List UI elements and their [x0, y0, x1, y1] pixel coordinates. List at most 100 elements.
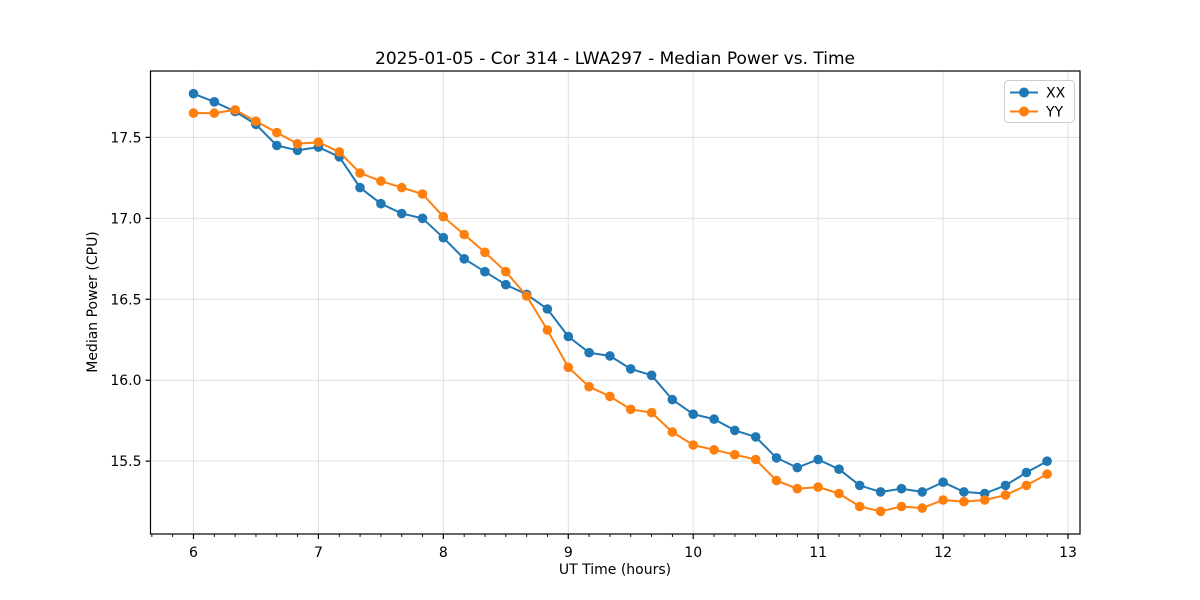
x-tick-label: 10 [684, 545, 702, 561]
series-xx-marker [854, 480, 865, 491]
series-xx-marker [417, 213, 428, 224]
series-yy-marker [521, 291, 532, 301]
gridlines [150, 71, 1080, 534]
series-xx-marker [667, 394, 678, 405]
series-xx-marker [396, 208, 407, 219]
x-tick-label: 6 [189, 545, 198, 561]
series-yy-marker [1042, 469, 1052, 479]
series-yy-marker [875, 506, 886, 517]
series-yy-marker [230, 105, 240, 115]
series-yy-marker [896, 501, 907, 512]
series-xx-marker [959, 487, 969, 497]
legend-marker-xx [1019, 87, 1029, 98]
series-yy-marker [605, 391, 615, 402]
series-xx-marker [709, 414, 719, 424]
series-yy-marker [501, 266, 511, 277]
series-xx-marker [272, 140, 282, 151]
series-xx-marker [834, 464, 844, 475]
series-yy-marker [396, 182, 407, 193]
series-yy-marker [688, 440, 698, 450]
series-yy-marker [625, 404, 636, 415]
legend-label-xx: XX [1046, 86, 1066, 102]
series-yy-marker [813, 482, 823, 492]
series-xx-marker [646, 370, 657, 381]
series-yy-marker [584, 381, 594, 392]
series-yy-marker [938, 495, 948, 505]
series-xx-marker [438, 232, 449, 243]
y-tick-label: 16.5 [110, 292, 141, 308]
series-yy-marker [459, 229, 470, 240]
series-xx-marker [584, 347, 594, 358]
series-xx-marker [625, 364, 636, 374]
chart-title: 2025-01-05 - Cor 314 - LWA297 - Median P… [375, 49, 855, 69]
x-tick-label: 12 [934, 545, 952, 561]
tick-labels: 6 7 8 9 10 11 12 13 15.5 16.0 16.5 17.0 17.5 [110, 130, 1077, 561]
y-tick-label: 15.5 [110, 454, 141, 470]
series-yy-marker [292, 139, 303, 149]
series-xx-marker [1021, 467, 1032, 478]
y-axis-label: Median Power (CPU) [85, 231, 101, 373]
series-xx-marker [750, 432, 761, 442]
series-xx-marker [355, 182, 365, 193]
x-tick-label: 13 [1059, 545, 1077, 561]
series-xx-marker [188, 88, 199, 99]
series-xx-line [193, 92, 1048, 495]
y-tick-label: 17.0 [110, 211, 141, 227]
series-xx-marker [813, 454, 823, 465]
series-yy-marker [854, 501, 865, 512]
series-xx-marker [542, 304, 553, 314]
series-xx-marker [480, 266, 490, 277]
series-yy-marker [355, 168, 365, 178]
legend-marker-yy [1019, 106, 1029, 117]
series-xx-marker [209, 97, 220, 107]
series-yy-marker [480, 247, 490, 258]
x-axis-label: UT Time (hours) [559, 562, 671, 578]
series-xx-marker [938, 477, 948, 488]
series-yy-line [193, 108, 1048, 513]
series-xx-marker [563, 331, 574, 342]
y-tick-label: 17.5 [110, 130, 141, 146]
series-xx-marker [771, 453, 782, 463]
series-yy-marker [750, 454, 761, 465]
y-tick-label: 16.0 [110, 373, 141, 389]
x-tick-label: 9 [564, 545, 573, 561]
legend: XX YY [1004, 80, 1075, 123]
series-yy-marker [834, 488, 844, 499]
series-xx-marker [1042, 456, 1052, 467]
series-xx-marker [688, 409, 698, 420]
series-xx-marker [1000, 480, 1011, 491]
series-yy-marker [272, 127, 282, 138]
legend-label-yy: YY [1045, 105, 1064, 121]
axis-ticks [145, 136, 1069, 539]
series-yy-marker [917, 503, 927, 513]
plot-border [149, 70, 1081, 535]
series-xx-marker [459, 253, 470, 264]
x-tick-label: 8 [439, 545, 448, 561]
series-xx-marker [896, 483, 907, 494]
series-xx-marker [376, 198, 386, 209]
x-tick-label: 7 [314, 545, 323, 561]
series-yy-marker [730, 449, 740, 460]
series-yy-marker [771, 475, 782, 486]
series-xx-marker [501, 279, 511, 290]
series-yy-marker [209, 108, 220, 118]
series-xx-marker [875, 487, 886, 497]
series-yy-marker [709, 445, 719, 455]
series-yy-marker [438, 211, 449, 222]
series-yy-marker [667, 427, 678, 437]
series-yy-marker [334, 147, 345, 157]
series-xx-marker [730, 425, 740, 436]
data-series [188, 88, 1052, 517]
series-yy-marker [417, 189, 428, 199]
series-yy-marker [313, 137, 324, 147]
series-yy-marker [646, 407, 657, 418]
series-xx-marker [792, 462, 803, 473]
series-xx-marker [917, 487, 927, 497]
series-yy-marker [1000, 490, 1011, 500]
series-yy-marker [542, 325, 553, 335]
series-yy-marker [376, 176, 386, 186]
series-yy-marker [1021, 480, 1032, 491]
series-yy-marker [251, 116, 261, 126]
